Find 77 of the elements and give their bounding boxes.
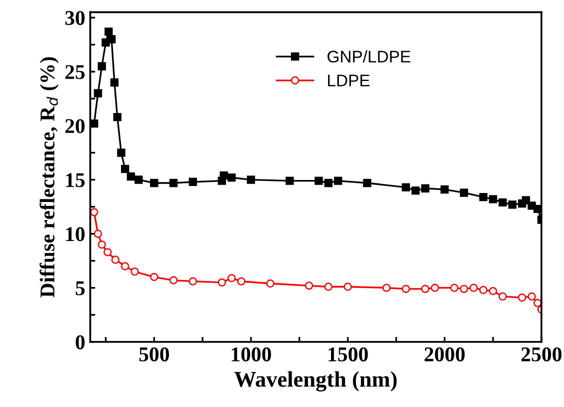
x-tick-label: 2000 [424, 347, 465, 362]
point [363, 178, 372, 188]
point [169, 276, 178, 284]
point [220, 171, 228, 180]
y-tick-label: 10 [66, 227, 85, 242]
point [150, 178, 158, 188]
point [304, 282, 314, 290]
point [113, 112, 122, 122]
x-tick-label: 1500 [328, 347, 368, 362]
x-tick-label: 1000 [232, 347, 272, 362]
point [421, 284, 430, 294]
point [188, 277, 197, 286]
point [344, 282, 352, 291]
point [228, 173, 236, 182]
point [246, 176, 256, 184]
point [324, 178, 333, 188]
y-tick-label: 30 [65, 10, 85, 26]
point [498, 198, 507, 207]
y-axis-title: Diffuse reflectance, R$_{d}$ (%) [40, 57, 59, 298]
y-tick-label: 5 [76, 281, 85, 296]
point [411, 186, 420, 195]
legend-label: LDPE [328, 74, 370, 86]
y-tick-label: 20 [65, 119, 85, 134]
point [98, 62, 106, 70]
point [460, 284, 468, 294]
point [402, 284, 410, 294]
point [266, 279, 274, 288]
point [169, 178, 178, 188]
point [107, 35, 116, 44]
point [104, 248, 112, 256]
point [90, 208, 98, 216]
point [528, 292, 536, 301]
point [237, 277, 246, 286]
point [121, 164, 130, 174]
y-tick-label: 15 [66, 173, 85, 188]
point [334, 176, 342, 185]
point [188, 178, 197, 186]
point [130, 268, 139, 276]
point [488, 286, 498, 296]
point [508, 200, 516, 209]
point [479, 286, 488, 294]
point [90, 119, 98, 128]
point [498, 292, 507, 301]
point [470, 284, 478, 292]
point [98, 240, 106, 249]
legend-label: GNP/LDPE [328, 50, 410, 63]
point [479, 192, 488, 202]
point [421, 184, 430, 192]
point [460, 188, 468, 197]
point [94, 230, 102, 238]
point [110, 78, 119, 87]
point [126, 172, 136, 181]
point [228, 274, 236, 282]
point [533, 298, 542, 308]
point [488, 195, 498, 204]
point [382, 284, 391, 292]
point [402, 183, 410, 192]
point [111, 256, 120, 264]
point [94, 89, 102, 98]
x-tick-label: 500 [139, 347, 169, 362]
point [286, 176, 294, 185]
point [518, 293, 526, 302]
point [150, 272, 158, 282]
y-tick-label: 0 [76, 335, 85, 350]
point [117, 148, 126, 157]
point [218, 278, 226, 287]
point [104, 28, 113, 36]
point [121, 262, 130, 270]
point [430, 284, 440, 292]
point [440, 185, 449, 194]
point [314, 176, 323, 185]
point [134, 176, 143, 184]
point [324, 282, 333, 291]
x-axis-title: Wavelength (nm) [234, 371, 397, 392]
x-tick-label: 2500 [521, 347, 562, 362]
y-tick-label: 25 [65, 65, 85, 80]
point [450, 284, 458, 292]
